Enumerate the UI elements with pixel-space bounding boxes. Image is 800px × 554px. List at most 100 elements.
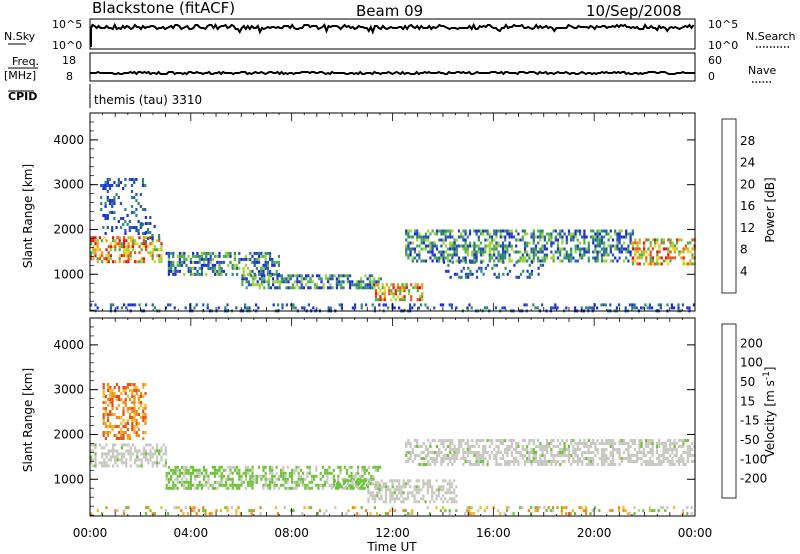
data-cell (120, 245, 123, 249)
data-cell (598, 244, 601, 248)
data-cell (583, 445, 586, 448)
data-cell (398, 485, 401, 489)
data-cell (691, 247, 694, 251)
data-cell (174, 471, 177, 475)
data-cell (510, 451, 513, 454)
data-cell (675, 442, 678, 445)
data-cell (189, 306, 192, 310)
data-cell (622, 457, 626, 460)
data-cell (173, 306, 176, 310)
data-cell (464, 457, 467, 460)
data-cell (664, 448, 667, 451)
data-cell (598, 229, 601, 233)
data-cell (120, 422, 123, 425)
data-cell (384, 497, 388, 501)
data-cell (191, 506, 194, 510)
data-cell (636, 451, 639, 454)
data-cell (523, 439, 527, 442)
data-cell (665, 256, 668, 260)
data-cell (593, 506, 596, 510)
data-cell (402, 491, 405, 495)
data-cell (479, 250, 483, 254)
data-cell (316, 512, 319, 516)
data-cell (366, 286, 369, 290)
data-cell (262, 465, 265, 469)
data-cell (130, 184, 134, 187)
data-cell (211, 486, 214, 490)
data-cell (149, 449, 152, 453)
data-cell (539, 463, 542, 466)
data-cell (620, 247, 623, 251)
data-cell (123, 455, 126, 459)
data-cell (101, 260, 104, 264)
data-cell (192, 260, 195, 264)
data-cell (329, 277, 332, 281)
data-cell (414, 286, 417, 290)
data-cell (109, 449, 112, 453)
data-cell (138, 245, 141, 249)
data-cell (596, 238, 599, 242)
data-cell (149, 251, 152, 255)
data-cell (111, 401, 114, 404)
data-cell (105, 506, 108, 510)
data-cell (493, 253, 496, 257)
data-cell (643, 253, 646, 257)
data-cell (506, 250, 509, 254)
data-cell (127, 257, 130, 261)
data-cell (144, 407, 147, 410)
data-cell (471, 272, 474, 276)
data-cell (415, 500, 418, 504)
data-cell (284, 477, 287, 481)
data-cell (383, 298, 386, 302)
data-cell (365, 509, 368, 513)
data-cell (264, 251, 267, 255)
data-cell (373, 280, 376, 284)
data-cell (439, 488, 443, 492)
data-cell (396, 286, 400, 290)
data-cell (301, 512, 304, 516)
data-cell (497, 451, 500, 454)
data-cell (587, 463, 590, 466)
data-cell (418, 244, 421, 248)
data-cell (667, 262, 670, 266)
data-cell (112, 449, 115, 453)
data-cell (416, 445, 419, 448)
data-cell (488, 241, 491, 245)
data-cell (360, 479, 363, 483)
data-cell (574, 442, 577, 445)
power-colorbar-label: Power [dB] (763, 177, 777, 242)
data-cell (468, 303, 471, 307)
data-cell (671, 247, 674, 251)
data-cell (534, 506, 537, 510)
data-cell (594, 247, 597, 251)
data-cell (131, 239, 134, 243)
data-cell (589, 512, 592, 516)
data-cell (158, 257, 161, 261)
data-cell (141, 184, 145, 187)
data-cell (289, 286, 292, 290)
freq-label-line2: [MHz] (4, 69, 36, 82)
data-cell (523, 244, 527, 248)
nsky-frame (89, 18, 696, 50)
data-cell (185, 465, 188, 469)
data-cell (151, 303, 154, 307)
data-cell (512, 463, 516, 466)
data-cell (484, 457, 487, 460)
data-cell (682, 442, 685, 445)
data-cell (264, 263, 267, 267)
data-cell (437, 491, 440, 495)
data-cell (510, 235, 513, 239)
data-cell (333, 479, 337, 483)
data-cell (501, 439, 505, 442)
data-cell (449, 442, 452, 445)
data-cell (506, 445, 509, 448)
data-cell (486, 463, 489, 466)
data-cell (289, 274, 292, 278)
data-cell (320, 277, 323, 281)
data-cell (669, 244, 672, 248)
data-cell (473, 451, 476, 454)
data-cell (550, 448, 553, 451)
data-cell (428, 485, 432, 489)
data-cell (669, 445, 672, 448)
data-cell (528, 241, 531, 245)
